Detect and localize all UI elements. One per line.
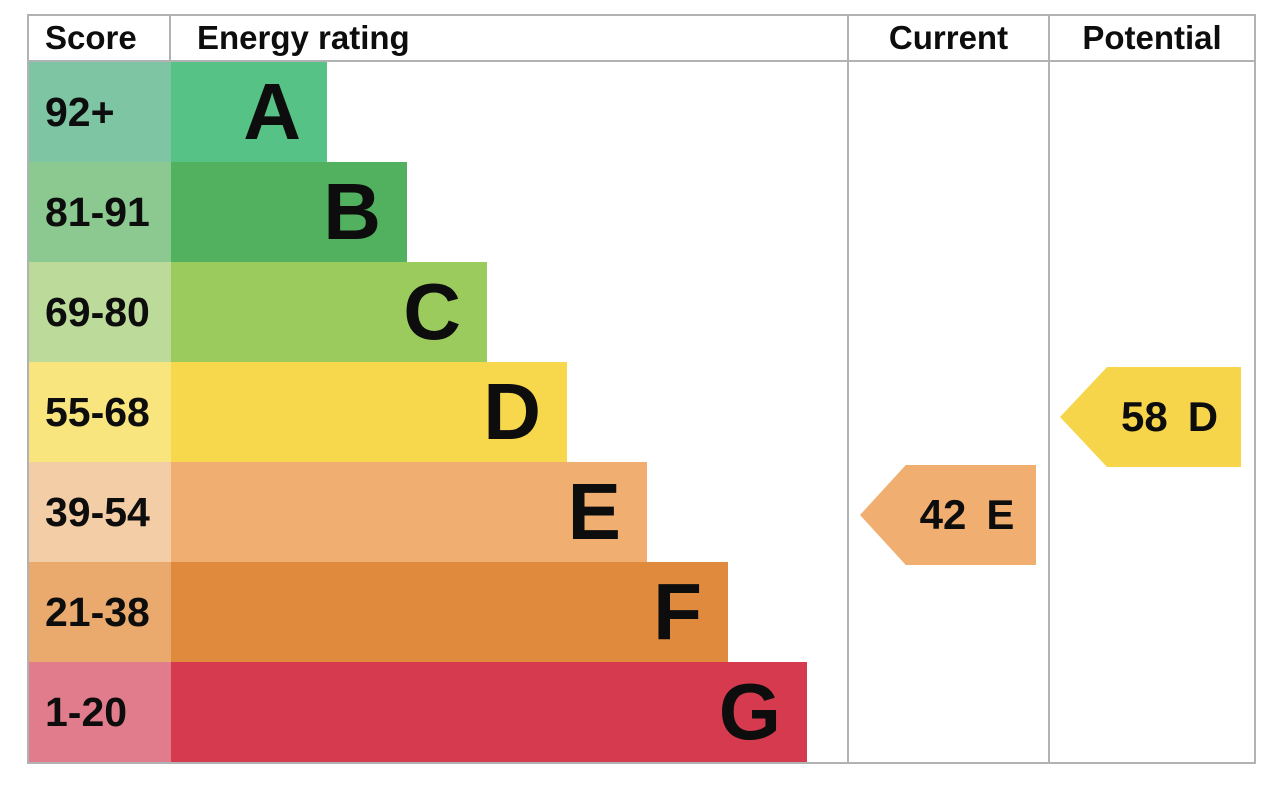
energy-rating-column-header: Energy rating [171, 19, 410, 57]
band-row-e: 39-54 E [29, 462, 847, 562]
potential-header-label: Potential [1082, 19, 1222, 56]
score-range-f: 21-38 [29, 562, 171, 662]
score-range-d: 55-68 [29, 362, 171, 462]
score-header-label: Score [45, 19, 137, 56]
rating-letter-f: F [653, 567, 702, 656]
potential-column: Potential 58 D [1048, 16, 1254, 762]
score-range-g: 1-20 [29, 662, 171, 762]
current-header-label: Current [888, 19, 1009, 56]
potential-column-header: Potential [1050, 16, 1254, 62]
rating-letter-e: E [567, 467, 621, 556]
potential-rating-arrow: 58 D [1060, 367, 1241, 467]
rating-bar-d: D [171, 362, 567, 462]
rating-bar-g: G [171, 662, 807, 762]
band-row-a: 92+ A [29, 62, 847, 162]
current-rating-value: 42 [919, 491, 967, 538]
score-range-c: 69-80 [29, 262, 171, 362]
rating-bar-a: A [171, 62, 327, 162]
rating-letter-d: D [483, 367, 541, 456]
current-rating-letter: E [986, 491, 1015, 538]
band-row-c: 69-80 C [29, 262, 847, 362]
rating-table: Score Energy rating 92+ A 81-91 B 69-80 … [29, 16, 847, 762]
band-row-d: 55-68 D [29, 362, 847, 462]
energy-rating-header-label: Energy rating [197, 19, 410, 56]
rating-letter-c: C [403, 267, 461, 356]
potential-rating-letter: D [1187, 393, 1219, 440]
rating-bands: 92+ A 81-91 B 69-80 C 55-68 D 39-54 E 21… [29, 62, 847, 762]
rating-letter-b: B [323, 167, 381, 256]
rating-bar-b: B [171, 162, 407, 262]
current-rating-arrow: 42 E [860, 465, 1036, 565]
score-column-header: Score [29, 16, 171, 60]
current-column: Current 42 E [847, 16, 1048, 762]
rating-bar-c: C [171, 262, 487, 362]
rating-bar-e: E [171, 462, 647, 562]
score-range-e: 39-54 [29, 462, 171, 562]
current-column-header: Current [849, 16, 1048, 62]
rating-letter-a: A [243, 67, 301, 156]
table-header-left: Score Energy rating [29, 16, 847, 62]
band-row-f: 21-38 F [29, 562, 847, 662]
rating-bar-f: F [171, 562, 728, 662]
band-row-g: 1-20 G [29, 662, 847, 762]
score-range-a: 92+ [29, 62, 171, 162]
band-row-b: 81-91 B [29, 162, 847, 262]
epc-rating-chart: Score Energy rating 92+ A 81-91 B 69-80 … [27, 14, 1256, 764]
score-range-b: 81-91 [29, 162, 171, 262]
rating-letter-g: G [718, 667, 781, 756]
potential-rating-value: 58 [1120, 393, 1168, 440]
